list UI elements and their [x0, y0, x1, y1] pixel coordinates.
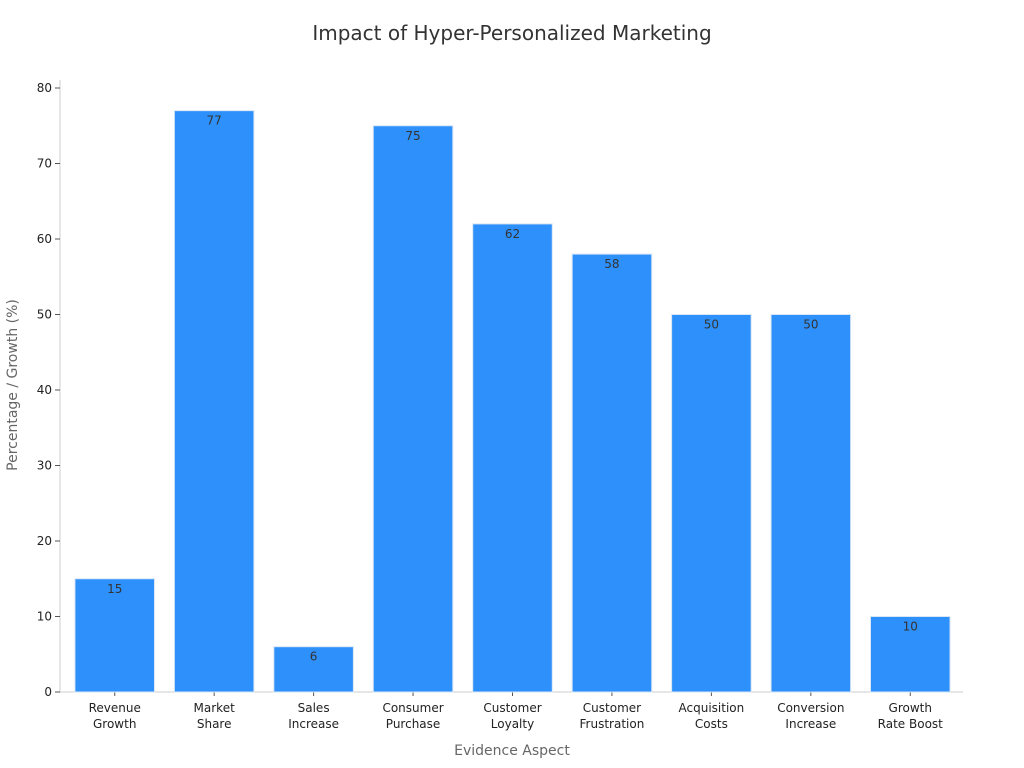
y-tick-label: 10	[37, 610, 52, 624]
bar	[571, 253, 653, 693]
data-label: 15	[107, 582, 122, 596]
bars-group	[74, 110, 951, 693]
y-axis: 0 10 20 30 40 50 60 70 80	[37, 80, 61, 699]
x-tick-label-line: Share	[197, 717, 232, 731]
x-tick-label-line: Customer	[483, 701, 541, 715]
x-tick-label-line: Increase	[785, 717, 836, 731]
x-tick-label-line: Increase	[288, 717, 339, 731]
x-tick-label-line: Revenue	[89, 701, 141, 715]
x-tick-label: Growth Rate Boost	[878, 701, 943, 731]
x-tick-label-line: Market	[194, 701, 236, 715]
x-tick-label-line: Purchase	[386, 717, 441, 731]
x-tick-label: Revenue Growth	[89, 701, 141, 731]
data-labels-group: 15 77 6 75 62 58 50 50 10	[107, 114, 918, 664]
bar	[372, 125, 454, 693]
y-tick-label: 60	[37, 232, 52, 246]
chart-title: Impact of Hyper-Personalized Marketing	[312, 21, 711, 45]
x-tick-label-line: Frustration	[580, 717, 645, 731]
y-tick-label: 40	[37, 383, 52, 397]
bar	[173, 110, 255, 693]
bar	[770, 314, 852, 693]
x-tick-label: Market Share	[194, 701, 236, 731]
y-tick-label: 0	[44, 685, 52, 699]
x-tick-label-line: Growth	[889, 701, 932, 715]
bar	[74, 578, 155, 693]
x-tick-label: Sales Increase	[288, 701, 339, 731]
x-tick-label-line: Sales	[298, 701, 330, 715]
y-tick-label: 50	[37, 308, 52, 322]
data-label: 77	[207, 114, 222, 128]
x-tick-label: Customer Loyalty	[483, 701, 541, 731]
data-label: 50	[803, 318, 818, 332]
data-label: 58	[604, 257, 619, 271]
x-tick-label: Conversion Increase	[777, 701, 844, 731]
x-tick-label-line: Consumer	[382, 701, 443, 715]
x-tick-label-line: Growth	[93, 717, 136, 731]
y-axis-label: Percentage / Growth (%)	[5, 299, 21, 471]
y-tick-label: 80	[37, 81, 52, 95]
y-tick-label: 30	[37, 459, 52, 473]
x-tick-label: Customer Frustration	[580, 701, 645, 731]
data-label: 75	[405, 129, 420, 143]
bar	[273, 646, 354, 693]
x-tick-label-line: Customer	[583, 701, 641, 715]
x-tick-label-line: Conversion	[777, 701, 844, 715]
data-label: 6	[310, 650, 318, 664]
x-tick-label: Acquisition Costs	[679, 701, 745, 731]
bar	[472, 223, 553, 693]
x-tick-label-line: Acquisition	[679, 701, 745, 715]
data-label: 50	[704, 318, 719, 332]
x-tick-label-line: Loyalty	[491, 717, 534, 731]
bar	[870, 616, 951, 693]
x-tick-label-line: Costs	[695, 717, 728, 731]
data-label: 10	[903, 620, 918, 634]
bar	[671, 314, 752, 693]
data-label: 62	[505, 227, 520, 241]
x-tick-label: Consumer Purchase	[382, 701, 443, 731]
x-axis-label: Evidence Aspect	[454, 743, 570, 759]
x-tick-label-line: Rate Boost	[878, 717, 943, 731]
y-tick-label: 20	[37, 534, 52, 548]
y-tick-label: 70	[37, 157, 52, 171]
